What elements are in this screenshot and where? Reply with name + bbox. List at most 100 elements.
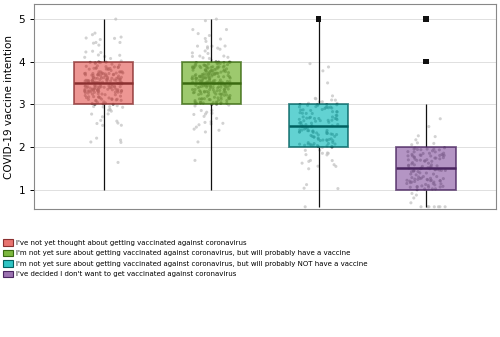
- Point: [100, 54, 108, 59]
- Point: [222, 90, 230, 95]
- Point: [441, 204, 449, 210]
- Point: [200, 89, 208, 95]
- Point: [80, 71, 88, 76]
- Point: [92, 40, 100, 45]
- Point: [439, 184, 447, 189]
- Point: [200, 96, 208, 101]
- Point: [108, 96, 116, 101]
- Point: [206, 78, 214, 84]
- Point: [196, 96, 203, 102]
- Point: [198, 80, 206, 85]
- Point: [328, 118, 336, 123]
- Point: [81, 87, 89, 92]
- Point: [110, 84, 118, 89]
- Point: [192, 100, 200, 105]
- Point: [438, 152, 446, 157]
- Point: [333, 109, 341, 115]
- Point: [218, 82, 226, 88]
- Point: [192, 100, 200, 106]
- Point: [306, 115, 314, 120]
- Point: [200, 62, 208, 68]
- Point: [220, 87, 228, 92]
- Point: [207, 121, 215, 127]
- Point: [90, 66, 98, 71]
- Point: [214, 61, 222, 66]
- Point: [212, 91, 220, 97]
- Point: [114, 90, 122, 95]
- Point: [296, 107, 304, 113]
- Point: [315, 116, 323, 121]
- Point: [88, 79, 96, 85]
- Point: [307, 133, 315, 138]
- Point: [299, 114, 307, 120]
- Point: [224, 62, 232, 67]
- Point: [88, 112, 96, 117]
- Point: [299, 123, 307, 129]
- Point: [308, 124, 316, 129]
- Point: [117, 34, 125, 40]
- Point: [410, 195, 418, 201]
- Point: [216, 77, 224, 83]
- Point: [202, 72, 210, 77]
- Point: [318, 99, 326, 104]
- Point: [226, 60, 234, 65]
- Point: [96, 80, 104, 86]
- Point: [322, 137, 330, 143]
- Point: [197, 73, 205, 79]
- Point: [97, 73, 105, 79]
- Point: [202, 39, 210, 44]
- Point: [100, 85, 108, 90]
- Point: [200, 83, 208, 89]
- Point: [426, 153, 434, 159]
- Point: [430, 204, 438, 210]
- Point: [304, 128, 312, 133]
- Point: [417, 204, 425, 210]
- Point: [332, 113, 340, 118]
- Point: [423, 177, 431, 182]
- Bar: [289, 104, 348, 147]
- Point: [407, 200, 415, 206]
- Point: [412, 137, 420, 143]
- Point: [90, 104, 98, 109]
- Point: [108, 82, 116, 87]
- Point: [333, 102, 341, 108]
- Point: [98, 71, 106, 76]
- Point: [408, 152, 416, 157]
- Point: [114, 64, 122, 70]
- Point: [328, 123, 336, 128]
- Point: [190, 90, 198, 95]
- Point: [328, 140, 336, 145]
- Point: [326, 104, 334, 110]
- Point: [423, 157, 431, 162]
- Point: [202, 63, 209, 68]
- Point: [406, 185, 414, 190]
- Point: [82, 71, 90, 76]
- Point: [310, 134, 318, 140]
- Point: [108, 84, 116, 89]
- Point: [88, 91, 96, 97]
- Point: [91, 83, 99, 88]
- Point: [83, 85, 91, 90]
- Point: [99, 104, 107, 110]
- Point: [98, 123, 106, 128]
- Point: [117, 80, 125, 85]
- Point: [90, 87, 98, 92]
- Point: [314, 143, 322, 148]
- Point: [220, 67, 228, 73]
- Point: [198, 96, 206, 101]
- Point: [108, 109, 116, 114]
- Point: [413, 184, 421, 189]
- Point: [192, 124, 200, 130]
- Point: [214, 95, 222, 101]
- Point: [310, 116, 318, 121]
- Point: [424, 183, 432, 188]
- Point: [96, 85, 104, 90]
- Point: [91, 83, 99, 88]
- Point: [201, 48, 209, 54]
- Point: [106, 107, 114, 112]
- Point: [410, 179, 418, 184]
- Point: [196, 78, 203, 83]
- Point: [416, 157, 424, 163]
- Point: [104, 67, 112, 72]
- Point: [212, 99, 220, 105]
